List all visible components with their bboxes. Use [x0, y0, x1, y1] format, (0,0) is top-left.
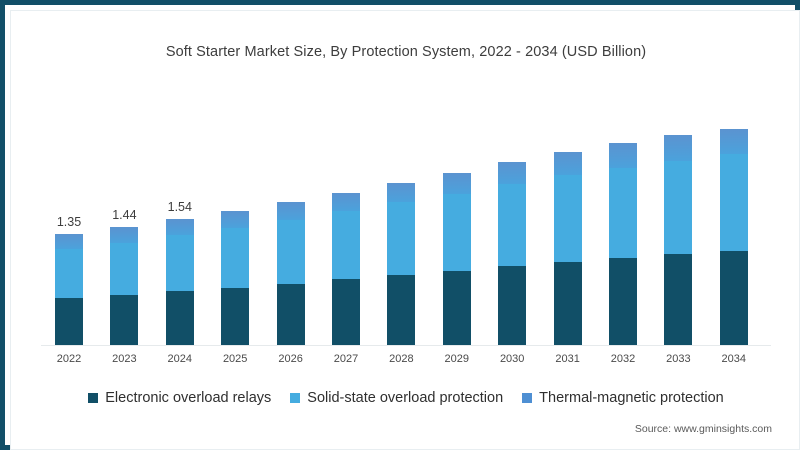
- source-note: Source: www.gminsights.com: [634, 423, 772, 435]
- bar-2022[interactable]: [55, 234, 83, 345]
- bar-segment-2029-2[interactable]: [442, 172, 471, 195]
- bar-value-label-2022: 1.35: [56, 215, 82, 230]
- legend-swatch-icon-2: [522, 393, 533, 403]
- bar-segment-2029-1[interactable]: [442, 194, 471, 272]
- bar-2030[interactable]: [498, 162, 527, 345]
- bar-segment-2033-1[interactable]: [664, 160, 693, 255]
- bar-value-label-2024: 1.54: [167, 199, 192, 214]
- bar-segment-2029-0[interactable]: [442, 271, 471, 345]
- x-axis-tick-2026: 2026: [278, 353, 303, 365]
- bar-segment-2027-1[interactable]: [332, 211, 360, 280]
- bar-value-label-2023: 1.44: [112, 208, 137, 223]
- bar-segment-2030-1[interactable]: [498, 184, 527, 267]
- bar-2024[interactable]: [165, 218, 194, 345]
- x-axis-tick-2023: 2023: [112, 353, 137, 365]
- bar-segment-2023-2[interactable]: [110, 227, 139, 243]
- bar-2026[interactable]: [276, 201, 305, 345]
- bar-segment-2028-2[interactable]: [387, 182, 416, 203]
- bar-segment-2026-1[interactable]: [276, 219, 305, 284]
- bar-segment-2023-0[interactable]: [110, 295, 139, 345]
- bar-segment-2024-0[interactable]: [165, 290, 194, 345]
- chart-canvas: Soft Starter Market Size, By Protection …: [10, 10, 800, 450]
- legend-swatch-icon-0: [88, 393, 99, 403]
- x-axis-tick-2033: 2033: [666, 353, 691, 365]
- bar-2027[interactable]: [332, 192, 360, 345]
- bar-segment-2030-2[interactable]: [498, 162, 527, 185]
- x-axis-tick-2032: 2032: [610, 353, 636, 365]
- bar-segment-2022-2[interactable]: [55, 234, 83, 250]
- bar-segment-2027-2[interactable]: [332, 192, 360, 212]
- bar-segment-2033-2[interactable]: [664, 135, 693, 161]
- bar-segment-2025-1[interactable]: [221, 227, 250, 288]
- x-axis-tick-2028: 2028: [389, 353, 414, 365]
- bar-segment-2031-2[interactable]: [553, 152, 582, 176]
- bar-segment-2034-0[interactable]: [719, 250, 748, 345]
- x-axis-tick-2022: 2022: [56, 353, 82, 365]
- bar-2028[interactable]: [387, 182, 416, 345]
- bar-2025[interactable]: [221, 210, 250, 345]
- legend-label-0: Electronic overload relays: [105, 390, 272, 406]
- bar-segment-2034-1[interactable]: [719, 154, 748, 251]
- bar-2033[interactable]: [664, 135, 693, 345]
- bar-segment-2028-1[interactable]: [387, 202, 416, 276]
- bar-segment-2031-0[interactable]: [553, 262, 582, 345]
- legend-item-0[interactable]: Electronic overload relays: [88, 390, 271, 406]
- bar-segment-2032-2[interactable]: [609, 143, 637, 169]
- x-axis-tick-2030: 2030: [499, 353, 525, 365]
- bar-segment-2034-2[interactable]: [719, 128, 748, 155]
- bar-segment-2027-0[interactable]: [332, 279, 360, 345]
- bar-2034[interactable]: [719, 128, 748, 345]
- bar-segment-2026-0[interactable]: [276, 283, 305, 345]
- bar-2032[interactable]: [609, 143, 637, 345]
- x-axis-tick-2027: 2027: [333, 353, 359, 365]
- bar-segment-2030-0[interactable]: [498, 266, 527, 345]
- legend-label-1: Solid-state overload protection: [307, 390, 504, 406]
- bar-segment-2022-1[interactable]: [55, 249, 83, 299]
- x-axis-tick-2025: 2025: [222, 353, 248, 365]
- legend-item-1[interactable]: Solid-state overload protection: [290, 390, 503, 406]
- x-axis-tick-2029: 2029: [444, 353, 470, 365]
- bar-segment-2022-0[interactable]: [55, 298, 83, 345]
- x-axis-tick-2031: 2031: [555, 353, 580, 365]
- bar-segment-2026-2[interactable]: [276, 201, 305, 220]
- bar-segment-2025-2[interactable]: [221, 210, 250, 228]
- legend-item-2[interactable]: Thermal-magnetic protection: [522, 390, 724, 406]
- chart-title: Soft Starter Market Size, By Protection …: [165, 44, 647, 60]
- bar-segment-2031-1[interactable]: [553, 175, 582, 263]
- legend-swatch-icon-1: [290, 393, 301, 403]
- x-axis-tick-2034: 2034: [721, 353, 747, 365]
- chart-legend: Electronic overload relays Solid-state ov…: [11, 390, 800, 406]
- bar-segment-2033-0[interactable]: [664, 254, 693, 345]
- plot-area: 1.35 2022 1.44 2023 1.54 2024 2025 2026 2027 2028…: [11, 11, 800, 451]
- bar-segment-2024-2[interactable]: [165, 218, 194, 236]
- bar-segment-2032-1[interactable]: [609, 168, 637, 259]
- x-axis-tick-2024: 2024: [167, 353, 193, 365]
- bar-segment-2028-0[interactable]: [387, 275, 416, 345]
- bar-2029[interactable]: [442, 172, 471, 345]
- legend-label-2: Thermal-magnetic protection: [539, 390, 724, 406]
- bar-2023[interactable]: [110, 227, 139, 345]
- x-axis-line: [41, 345, 771, 346]
- bar-segment-2023-1[interactable]: [110, 242, 139, 296]
- bar-segment-2024-1[interactable]: [165, 235, 194, 291]
- bar-segment-2032-0[interactable]: [609, 258, 637, 345]
- bar-2031[interactable]: [553, 152, 582, 345]
- bar-segment-2025-0[interactable]: [221, 287, 250, 345]
